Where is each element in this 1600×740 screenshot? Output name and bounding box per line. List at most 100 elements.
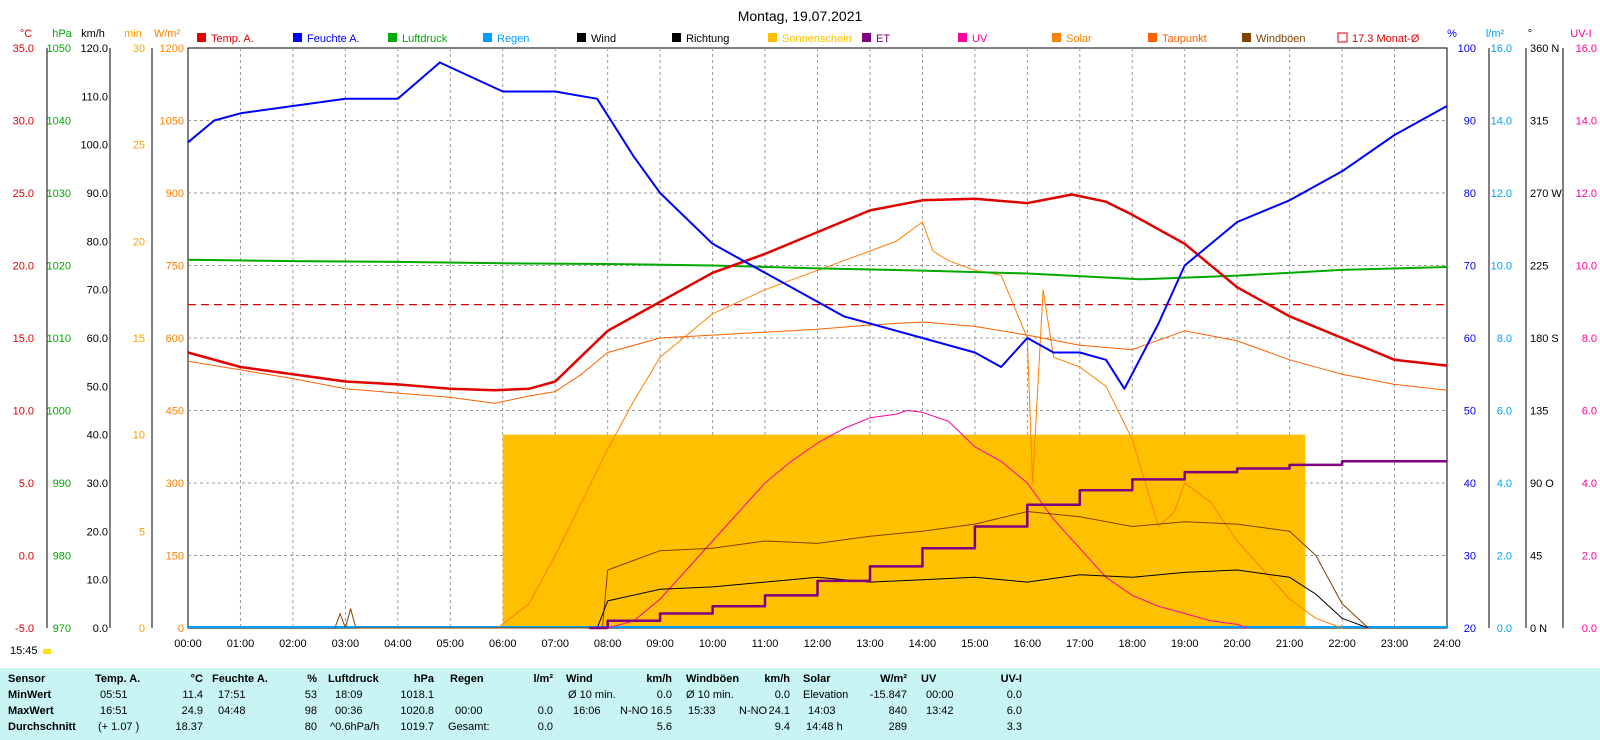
axis-tick-wind: 90.0 bbox=[87, 188, 108, 200]
stats-hum-max-time: 04:48 bbox=[218, 705, 246, 717]
series-line bbox=[589, 460, 1447, 630]
axis-tick-wind: 20.0 bbox=[87, 526, 108, 538]
stats-temp-max-time: 16:51 bbox=[100, 705, 128, 717]
axis-tick-uv: 14.0 bbox=[1576, 116, 1597, 128]
stats-temp-min-time: 05:51 bbox=[100, 689, 128, 701]
axis-unit-pressure: hPa bbox=[52, 28, 72, 40]
axis-tick-uv: 4.0 bbox=[1582, 478, 1597, 490]
axis-tick-temp: 10.0 bbox=[13, 406, 34, 418]
legend-swatch bbox=[388, 33, 397, 42]
axis-unit-sunmin: min bbox=[124, 28, 142, 40]
axis-tick-pressure: 1000 bbox=[47, 406, 71, 418]
axis-tick-temp: 0.0 bbox=[19, 551, 34, 563]
stats-temp-min: 11.4 bbox=[182, 689, 203, 701]
axis-tick-temp: 35.0 bbox=[13, 43, 34, 55]
axis-tick-solar: 150 bbox=[166, 551, 184, 563]
axis-tick-solar: 1200 bbox=[160, 43, 184, 55]
axis-tick-pressure: 990 bbox=[53, 478, 71, 490]
stats-wind-max-dir: N-NO bbox=[620, 705, 649, 717]
axis-tick-solar: 300 bbox=[166, 478, 184, 490]
axis-tick-temp: 20.0 bbox=[13, 261, 34, 273]
axis-unit-uv: UV-I bbox=[1570, 28, 1591, 40]
axis-tick-time: 11:00 bbox=[752, 638, 779, 650]
stats-temp-max: 24.9 bbox=[181, 705, 203, 717]
axis-tick-uv: 6.0 bbox=[1582, 406, 1597, 418]
axis-unit-humidity: % bbox=[1447, 28, 1457, 40]
stats-uv-max-time: 13:42 bbox=[926, 705, 954, 717]
axis-tick-time: 16:00 bbox=[1014, 638, 1042, 650]
stats-uv-unit: UV-I bbox=[1000, 673, 1022, 685]
axis-tick-time: 02:00 bbox=[279, 638, 307, 650]
legend-swatch bbox=[958, 33, 967, 42]
stats-rain-avg: 0.0 bbox=[537, 721, 553, 733]
series-line bbox=[334, 511, 1369, 629]
axis-tick-temp: 5.0 bbox=[19, 478, 34, 490]
legend-label: ET bbox=[876, 33, 890, 45]
axis-tick-sunmin: 5 bbox=[139, 526, 145, 538]
stats-gust-min-note: Ø 10 min. bbox=[686, 689, 734, 701]
axis-tick-rain: 14.0 bbox=[1491, 116, 1512, 128]
plot-area bbox=[187, 61, 1448, 630]
stats-wind-max: 16.5 bbox=[650, 705, 672, 717]
axis-tick-wind: 110.0 bbox=[81, 91, 108, 103]
stats-label-min: MinWert bbox=[8, 689, 52, 701]
axis-tick-solar: 1050 bbox=[160, 116, 184, 128]
axis-tick-solar: 600 bbox=[166, 333, 184, 345]
axis-tick-wind: 100.0 bbox=[80, 140, 108, 152]
axis-tick-rain: 16.0 bbox=[1491, 43, 1512, 55]
legend-label: Feuchte A. bbox=[307, 33, 360, 45]
stats-solar-max-time: 14:03 bbox=[808, 705, 836, 717]
legend-label: Wind bbox=[591, 33, 616, 45]
axis-tick-time: 22:00 bbox=[1328, 638, 1356, 650]
axis-tick-rain: 12.0 bbox=[1491, 188, 1512, 200]
legend-swatch bbox=[293, 33, 302, 42]
axis-tick-wind: 80.0 bbox=[87, 236, 108, 248]
stats-gust-avg: 9.4 bbox=[774, 721, 790, 733]
stats-press-avg: 1019.7 bbox=[400, 721, 434, 733]
axis-tick-direction: 180 S bbox=[1530, 333, 1559, 345]
axis-tick-humidity: 40 bbox=[1464, 478, 1476, 490]
axis-tick-direction: 270 W bbox=[1530, 188, 1562, 200]
legend-label: Luftdruck bbox=[402, 33, 448, 45]
axis-unit-direction: ° bbox=[1528, 28, 1532, 40]
series-line bbox=[596, 569, 1369, 629]
legend-swatch bbox=[1052, 33, 1061, 42]
stats-rain-unit: l/m² bbox=[533, 673, 553, 685]
axis-tick-wind: 50.0 bbox=[87, 381, 108, 393]
stats-table: Sensor MinWert MaxWert Durchschnitt Temp. A.… bbox=[0, 668, 1600, 740]
stats-uv-min: 0.0 bbox=[1006, 689, 1022, 701]
axis-tick-rain: 8.0 bbox=[1497, 333, 1512, 345]
axis-tick-solar: 450 bbox=[166, 406, 184, 418]
axis-tick-time: 24:00 bbox=[1433, 638, 1461, 650]
axis-tick-rain: 4.0 bbox=[1497, 478, 1512, 490]
axis-tick-time: 15:00 bbox=[961, 638, 989, 650]
axis-tick-time: 18:00 bbox=[1118, 638, 1146, 650]
axis-tick-pressure: 1030 bbox=[47, 188, 71, 200]
axis-tick-time: 09:00 bbox=[646, 638, 674, 650]
axis-tick-pressure: 980 bbox=[53, 551, 71, 563]
stats-label-max: MaxWert bbox=[8, 705, 54, 717]
axis-tick-pressure: 1050 bbox=[47, 43, 71, 55]
axis-tick-rain: 2.0 bbox=[1497, 551, 1512, 563]
stats-gust-unit: km/h bbox=[764, 673, 790, 685]
axis-tick-time: 17:00 bbox=[1066, 638, 1094, 650]
axis-tick-sunmin: 20 bbox=[133, 236, 145, 248]
axis-unit-temp: °C bbox=[20, 28, 32, 40]
axis-tick-uv: 16.0 bbox=[1576, 43, 1597, 55]
stats-hum-header: Feuchte A. bbox=[212, 673, 268, 685]
stats-press-unit: hPa bbox=[413, 673, 434, 685]
stats-temp-avg-note: (+ 1.07 ) bbox=[98, 721, 140, 733]
legend-label: Windböen bbox=[1256, 33, 1306, 45]
stats-gust-max: 24.1 bbox=[768, 705, 790, 717]
axis-tick-pressure: 1010 bbox=[47, 333, 71, 345]
stats-solar-max: 840 bbox=[888, 705, 907, 717]
legend-label: Regen bbox=[497, 33, 529, 45]
stats-gust-header: Windböen bbox=[686, 673, 740, 685]
axis-tick-uv: 0.0 bbox=[1582, 623, 1597, 635]
axis-tick-uv: 8.0 bbox=[1582, 333, 1597, 345]
axis-tick-humidity: 50 bbox=[1464, 406, 1476, 418]
axis-tick-time: 07:00 bbox=[541, 638, 569, 650]
axis-tick-time: 20:00 bbox=[1223, 638, 1251, 650]
stats-solar-unit: W/m² bbox=[880, 673, 907, 685]
stats-press-header: Luftdruck bbox=[328, 673, 379, 685]
